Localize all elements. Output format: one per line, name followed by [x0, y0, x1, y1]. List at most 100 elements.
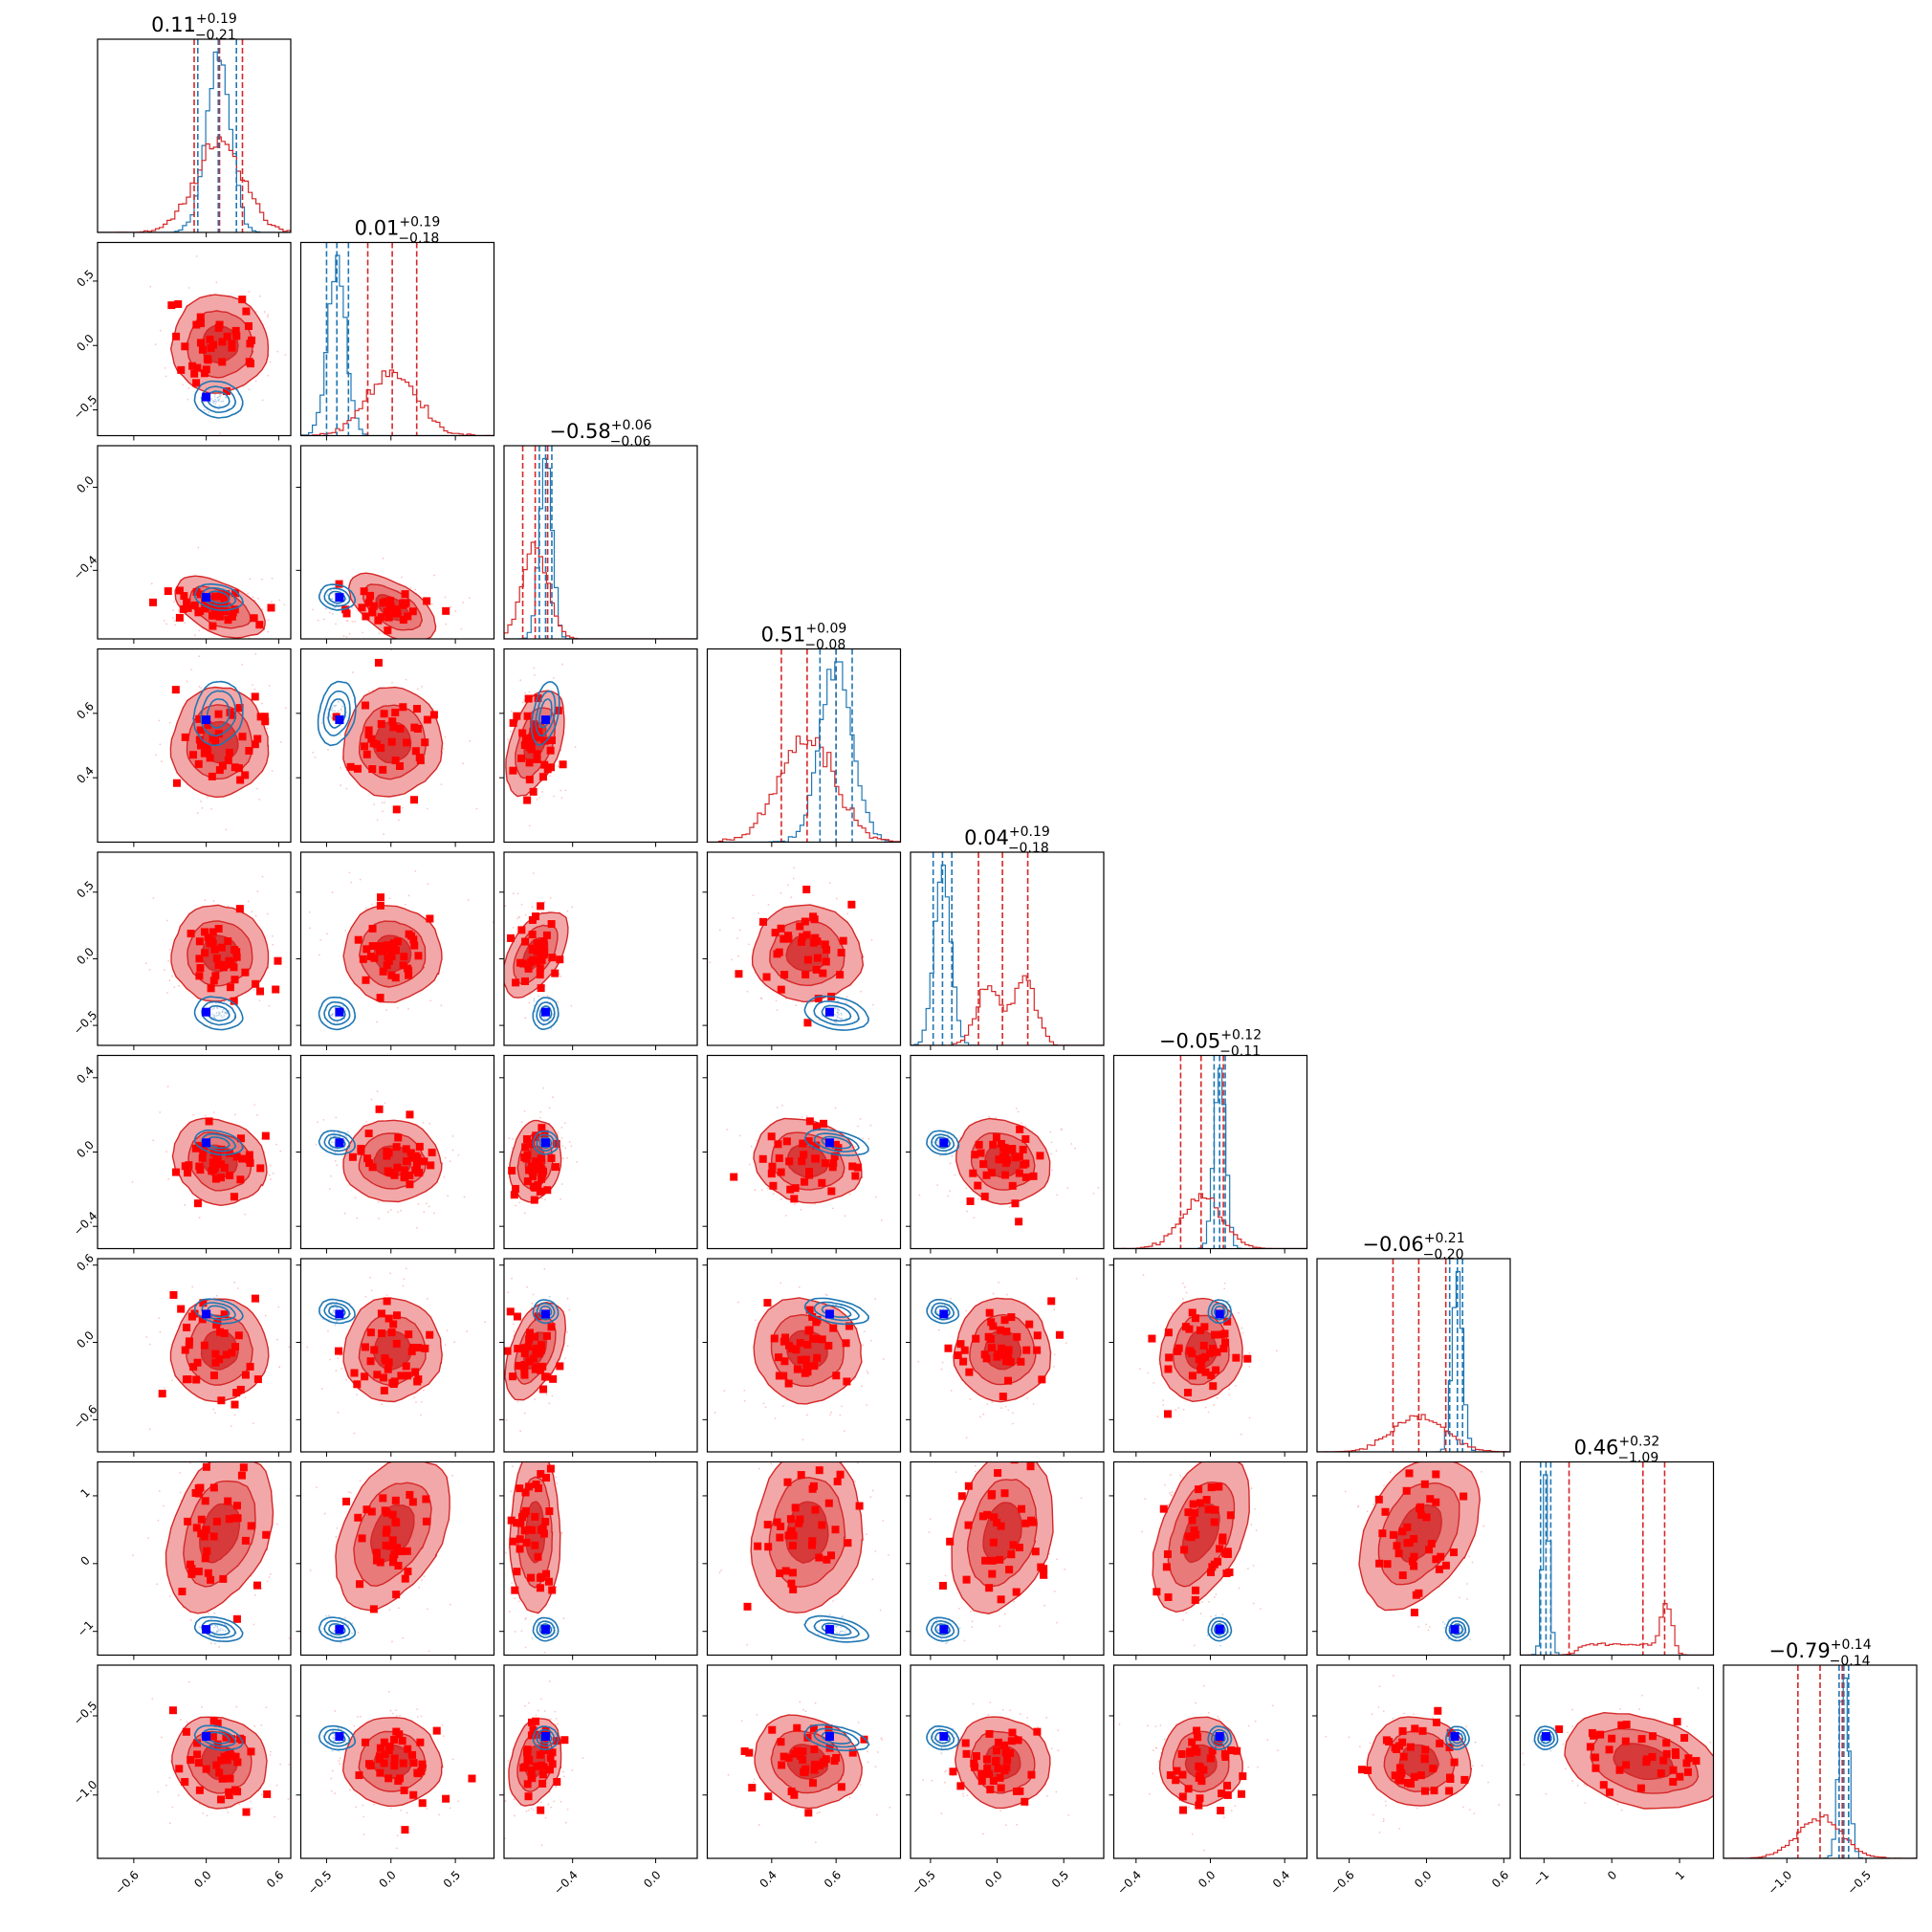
sample-marker — [226, 983, 234, 992]
sample-marker — [217, 1396, 226, 1405]
sample-dot-blue — [331, 613, 334, 615]
sample-marker — [824, 1341, 833, 1350]
truth-marker — [540, 1309, 550, 1319]
sample-dot-blue — [213, 1642, 216, 1645]
sample-marker — [534, 1180, 542, 1189]
sample-marker — [406, 1149, 415, 1157]
sample-dot — [345, 635, 348, 638]
sample-dot — [234, 1113, 236, 1116]
sample-dot — [266, 316, 269, 318]
sample-dot — [571, 906, 574, 909]
sample-marker — [556, 955, 564, 964]
sample-dot — [314, 756, 317, 758]
sample-marker — [209, 928, 217, 936]
sample-marker — [533, 947, 541, 955]
sample-marker — [399, 961, 407, 970]
sample-marker — [818, 1178, 826, 1187]
sample-dot — [351, 671, 354, 673]
sample-dot-blue — [214, 398, 216, 401]
sample-dot — [365, 907, 367, 910]
sample-marker — [415, 1142, 424, 1151]
panel-3-1: −0.40.0 — [71, 445, 292, 644]
sample-marker — [779, 1337, 788, 1346]
sample-dot-blue — [330, 589, 332, 591]
sample-dot — [726, 1129, 729, 1131]
sample-marker — [516, 958, 524, 967]
sample-dot — [784, 1214, 787, 1217]
sample-marker — [238, 733, 247, 741]
sample-dot — [382, 810, 384, 813]
sample-dot — [992, 1292, 995, 1295]
sample-marker — [998, 1344, 1006, 1352]
sample-dot — [391, 1640, 393, 1643]
sample-dot — [494, 1623, 496, 1625]
sample-marker — [207, 984, 215, 993]
sample-marker — [212, 1517, 221, 1526]
sample-dot — [431, 603, 433, 605]
sample-dot — [557, 1000, 560, 1003]
sample-marker — [195, 735, 204, 744]
sample-dot — [539, 1110, 542, 1113]
sample-dot — [1050, 1169, 1053, 1172]
sample-dot — [252, 988, 255, 991]
sample-marker — [513, 1519, 521, 1527]
panel-frame — [299, 648, 495, 844]
truth-marker — [824, 1309, 834, 1319]
blue-contour-2 — [535, 690, 557, 736]
sample-marker — [542, 931, 551, 939]
sample-marker — [393, 1544, 402, 1552]
sample-marker — [1184, 1389, 1193, 1397]
sample-marker — [192, 379, 201, 387]
blue-contour-1 — [532, 997, 560, 1031]
sample-dot — [327, 1330, 329, 1332]
sample-marker — [411, 1152, 420, 1160]
sample-marker — [960, 1346, 969, 1354]
sample-dot — [538, 1454, 539, 1456]
sample-marker — [190, 1309, 199, 1318]
sample-dot — [163, 1387, 165, 1390]
sample-marker — [1000, 1171, 1009, 1179]
sample-dot — [228, 1448, 230, 1450]
sample-dot-blue — [836, 1016, 839, 1019]
sample-marker — [232, 1153, 241, 1161]
sample-dot-blue — [840, 1018, 842, 1021]
sample-marker — [1011, 1199, 1020, 1208]
sample-dot — [418, 1586, 421, 1589]
sample-dot-blue — [226, 1012, 229, 1015]
sample-marker — [231, 763, 239, 772]
diag-panel-5: 0.04+0.19 −0.18 — [910, 824, 1105, 1050]
sample-marker — [974, 1181, 982, 1190]
truth-marker — [939, 1309, 949, 1319]
sample-marker — [851, 1172, 860, 1180]
sample-marker — [251, 1294, 259, 1303]
sample-dot — [409, 586, 412, 589]
sample-marker — [442, 606, 450, 615]
sample-marker — [211, 1175, 220, 1183]
sample-dot — [309, 927, 311, 930]
sample-marker — [346, 762, 355, 771]
sample-marker — [507, 1516, 516, 1525]
sample-dot — [1207, 1411, 1210, 1414]
sample-marker — [1200, 1323, 1209, 1331]
sample-dot — [523, 1412, 526, 1415]
sample-marker — [809, 938, 818, 947]
sample-dot-blue — [331, 717, 333, 719]
sample-dot — [294, 1597, 296, 1599]
sample-dot — [467, 899, 470, 901]
sample-marker — [1221, 1338, 1230, 1347]
sample-marker — [509, 1537, 517, 1546]
sample-marker — [267, 604, 275, 612]
sample-dot — [233, 1282, 236, 1284]
sample-dot — [566, 1156, 568, 1159]
sample-dot — [209, 1642, 212, 1645]
sample-marker — [387, 604, 396, 612]
sample-dot — [484, 1321, 487, 1324]
sample-dot — [253, 1593, 256, 1596]
sample-marker — [393, 937, 402, 946]
blue-contour-1 — [193, 1615, 244, 1643]
sample-dot — [421, 1579, 423, 1581]
sample-marker — [406, 1110, 414, 1119]
sample-dot-blue — [345, 598, 347, 601]
sample-dot — [443, 1175, 446, 1178]
y-tick-label: 0.0 — [74, 1328, 96, 1350]
